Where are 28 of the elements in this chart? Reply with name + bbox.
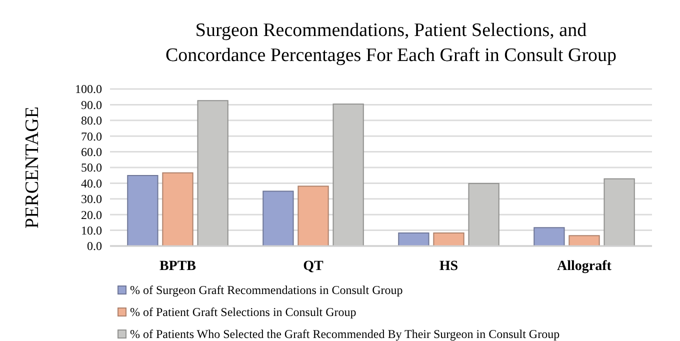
- bar: [162, 172, 194, 246]
- bar: [534, 227, 565, 246]
- bar: [568, 235, 600, 246]
- bar: [127, 175, 158, 246]
- bar: [298, 186, 329, 246]
- bar: [262, 190, 294, 246]
- y-tick-label: 60.0: [81, 145, 102, 159]
- x-tick-label: QT: [303, 259, 324, 274]
- y-tick-label: 70.0: [81, 129, 102, 144]
- y-tick-label: 10.0: [81, 224, 102, 238]
- bar: [398, 232, 430, 246]
- chart-title: Surgeon Recommendations, Patient Selections, and Concordance Percentages For Each Graft in Consult Group: [165, 20, 617, 66]
- y-tick-label: 30.0: [81, 192, 102, 206]
- y-tick-label: 0.0: [87, 239, 102, 254]
- y-tick-label: 20.0: [81, 208, 102, 222]
- x-tick-label: HS: [439, 259, 458, 274]
- x-tick-label: BPTB: [159, 259, 196, 274]
- legend-label: % of Patients Who Selected the Graft Recommended By Their Surgeon in Consult Group: [130, 327, 560, 341]
- x-tick-label: Allograft: [557, 259, 612, 274]
- y-tick-label: 50.0: [81, 160, 102, 175]
- y-tick-label: 90.0: [81, 98, 102, 112]
- y-axis-title: PERCENTAGE: [22, 106, 43, 228]
- y-tick-label: 80.0: [81, 114, 102, 128]
- bar: [433, 232, 464, 246]
- legend-label: % of Surgeon Graft Recommendations in Consult Group: [130, 283, 403, 298]
- y-tick-label: 40.0: [81, 176, 102, 190]
- y-tick-label: 100.0: [75, 82, 102, 96]
- legend-label: % of Patient Graft Selections in Consult Group: [130, 305, 356, 320]
